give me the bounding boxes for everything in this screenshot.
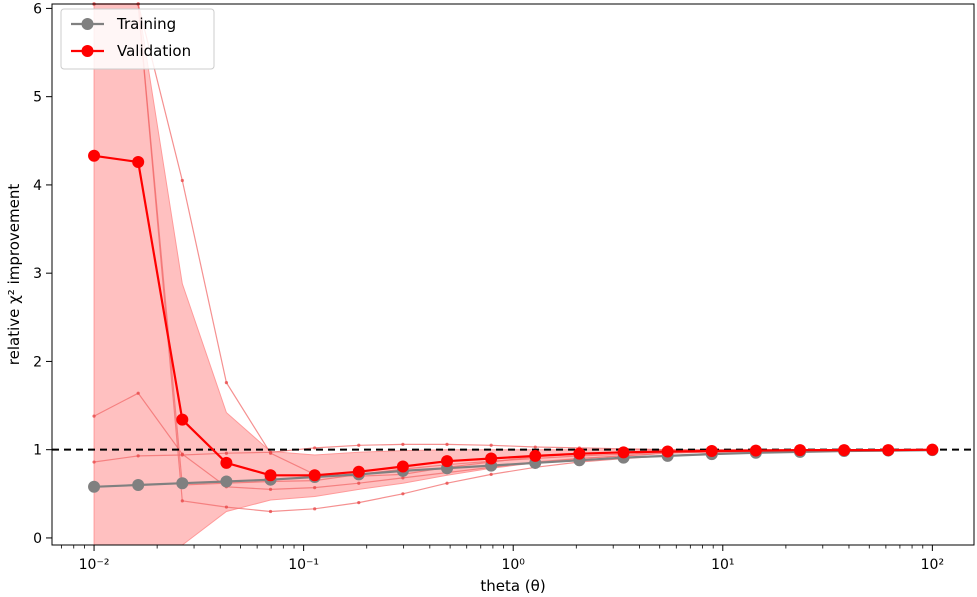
fold-point [180,499,184,503]
fold-point [313,486,317,490]
y-tick-label: 0 [33,531,42,547]
fold-point [357,501,361,505]
legend-training-marker [81,18,94,30]
x-tick-label: 10⁻¹ [288,557,319,573]
fold-point [92,414,96,418]
fold-point [357,481,361,485]
y-axis-ticks: 0 1 2 3 4 5 6 [33,1,52,547]
y-tick-label: 3 [33,266,42,282]
y-tick-label: 1 [33,443,42,459]
validation-point [441,455,454,468]
validation-point [264,469,277,482]
validation-point [220,456,233,469]
fold-point [92,460,96,464]
fold-point [357,443,361,447]
fold-point [313,446,317,450]
x-axis-ticks: 10⁻² 10⁻¹ 10⁰ 10¹ 10² [61,545,944,573]
x-axis-label: theta (θ) [480,577,545,595]
y-tick-label: 5 [33,90,42,106]
y-tick-label: 4 [33,178,42,194]
fold-point [445,481,449,485]
fold-point [224,505,229,509]
fold-point [489,443,493,447]
validation-point [573,447,586,460]
training-point [220,475,233,488]
fold-point [224,451,229,455]
y-axis-label: relative χ² improvement [5,184,23,366]
validation-point [794,444,807,457]
fold-point [445,442,449,446]
validation-point [926,443,939,456]
fold-point [268,509,273,514]
validation-point [661,445,674,458]
training-point [176,477,189,490]
validation-point [705,445,718,458]
fold-point [489,472,493,476]
legend-validation-label: Validation [117,42,191,60]
x-tick-label: 10⁻² [79,557,110,573]
validation-point [352,465,365,478]
fold-point [136,391,140,395]
x-tick-label: 10⁰ [501,557,525,573]
fold-point [268,451,273,455]
x-tick-label: 10¹ [711,557,734,573]
validation-point [88,149,101,162]
x-tick-label: 10² [921,557,944,573]
fold-point [180,453,184,457]
validation-point [882,444,895,457]
fold-point [224,381,229,385]
validation-point [132,155,145,168]
validation-point [176,413,189,426]
validation-line [93,154,933,477]
training-point [88,480,101,493]
fold-point [401,476,405,480]
series-layer [88,149,939,493]
validation-point [308,469,321,482]
fold-point [136,454,140,458]
fold-point [268,487,273,491]
y-tick-label: 2 [33,354,42,370]
training-line [94,449,933,488]
fold-point [401,492,405,496]
y-tick-label: 6 [33,1,42,17]
fold-point [533,445,537,449]
validation-point [396,460,409,473]
validation-point [749,444,762,457]
validation-point [617,446,630,459]
fold-point [401,442,405,446]
fold-point [313,507,317,511]
training-point [132,478,145,491]
fold-point [180,178,184,183]
legend-validation-marker [81,45,94,57]
legend-training-label: Training [116,15,176,33]
validation-point [838,444,851,457]
validation-point [529,449,542,462]
legend: Training Validation [60,8,215,70]
validation-point [485,452,498,465]
